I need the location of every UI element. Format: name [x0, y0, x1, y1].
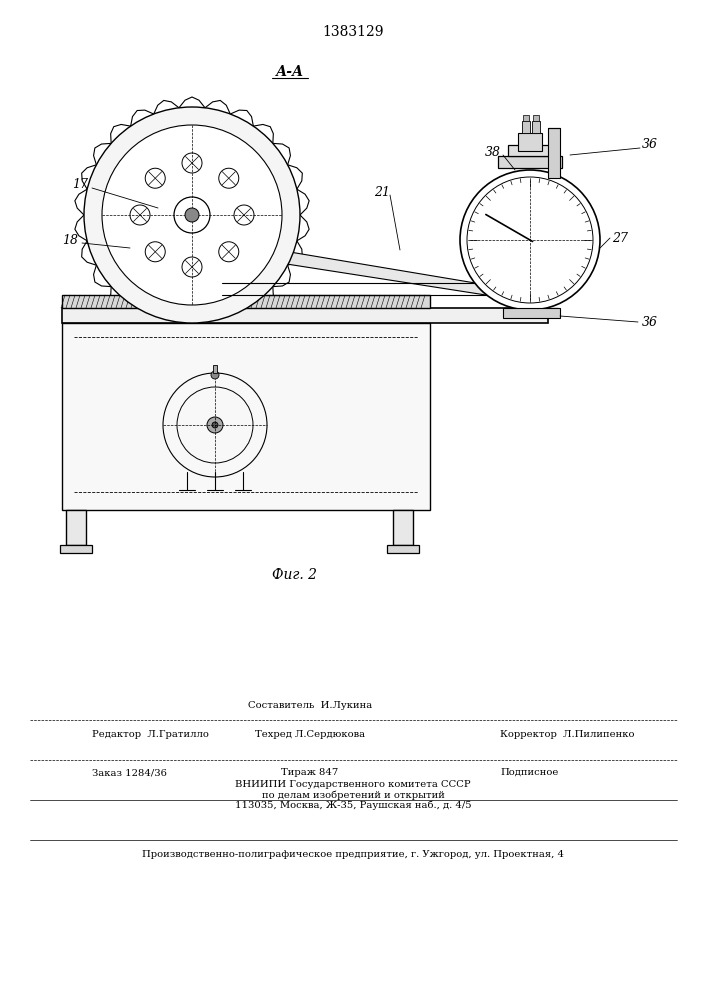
Text: 17: 17 — [72, 178, 88, 192]
Circle shape — [102, 125, 282, 305]
Bar — [66, 510, 86, 545]
Circle shape — [212, 422, 218, 428]
Text: 18: 18 — [62, 233, 78, 246]
Bar — [387, 545, 419, 553]
Bar — [60, 545, 92, 553]
Bar — [508, 145, 552, 156]
Text: по делам изобретений и открытий: по делам изобретений и открытий — [262, 790, 445, 800]
Bar — [206, 290, 214, 300]
Bar — [213, 365, 217, 373]
Bar — [170, 290, 178, 300]
Bar — [503, 308, 560, 318]
Ellipse shape — [204, 440, 226, 450]
Bar — [498, 156, 562, 168]
Text: Заказ 1284/36: Заказ 1284/36 — [92, 768, 167, 777]
Circle shape — [185, 208, 199, 222]
Text: Корректор  Л.Пилипенко: Корректор Л.Пилипенко — [500, 730, 634, 739]
Bar — [518, 133, 542, 151]
Text: Тираж 847: Тираж 847 — [281, 768, 339, 777]
Circle shape — [84, 107, 300, 323]
Text: Фиг. 2: Фиг. 2 — [272, 568, 317, 582]
Circle shape — [460, 170, 600, 310]
Bar — [533, 115, 539, 121]
Text: ВНИИПИ Государственного комитета СССР: ВНИИПИ Государственного комитета СССР — [235, 780, 471, 789]
Text: Техред Л.Сердюкова: Техред Л.Сердюкова — [255, 730, 365, 739]
Ellipse shape — [190, 414, 200, 436]
Text: 1383129: 1383129 — [322, 25, 384, 39]
Bar — [393, 510, 413, 545]
Bar — [522, 121, 530, 133]
Text: 27: 27 — [612, 232, 628, 244]
Text: 36: 36 — [642, 138, 658, 151]
Bar — [532, 121, 540, 133]
Bar — [523, 115, 529, 121]
Bar — [62, 308, 548, 323]
Text: 36: 36 — [642, 316, 658, 328]
Bar — [62, 295, 430, 308]
Text: Составитель  И.Лукина: Составитель И.Лукина — [248, 701, 372, 710]
Ellipse shape — [204, 400, 226, 410]
Bar — [548, 128, 560, 178]
Bar — [507, 308, 556, 316]
Text: Производственно-полиграфическое предприятие, г. Ужгород, ул. Проектная, 4: Производственно-полиграфическое предприя… — [142, 850, 564, 859]
Text: Подписное: Подписное — [500, 768, 559, 777]
Circle shape — [211, 371, 219, 379]
Text: А-А: А-А — [276, 65, 304, 79]
Bar — [162, 286, 222, 308]
Bar — [62, 323, 430, 510]
Text: 38: 38 — [485, 145, 501, 158]
Circle shape — [207, 417, 223, 433]
Ellipse shape — [230, 414, 240, 436]
Text: Редактор  Л.Гратилло: Редактор Л.Гратилло — [92, 730, 209, 739]
Circle shape — [467, 177, 593, 303]
Text: 113035, Москва, Ж-35, Раушская наб., д. 4/5: 113035, Москва, Ж-35, Раушская наб., д. … — [235, 800, 472, 810]
Text: 21: 21 — [374, 186, 390, 198]
Polygon shape — [248, 245, 505, 298]
